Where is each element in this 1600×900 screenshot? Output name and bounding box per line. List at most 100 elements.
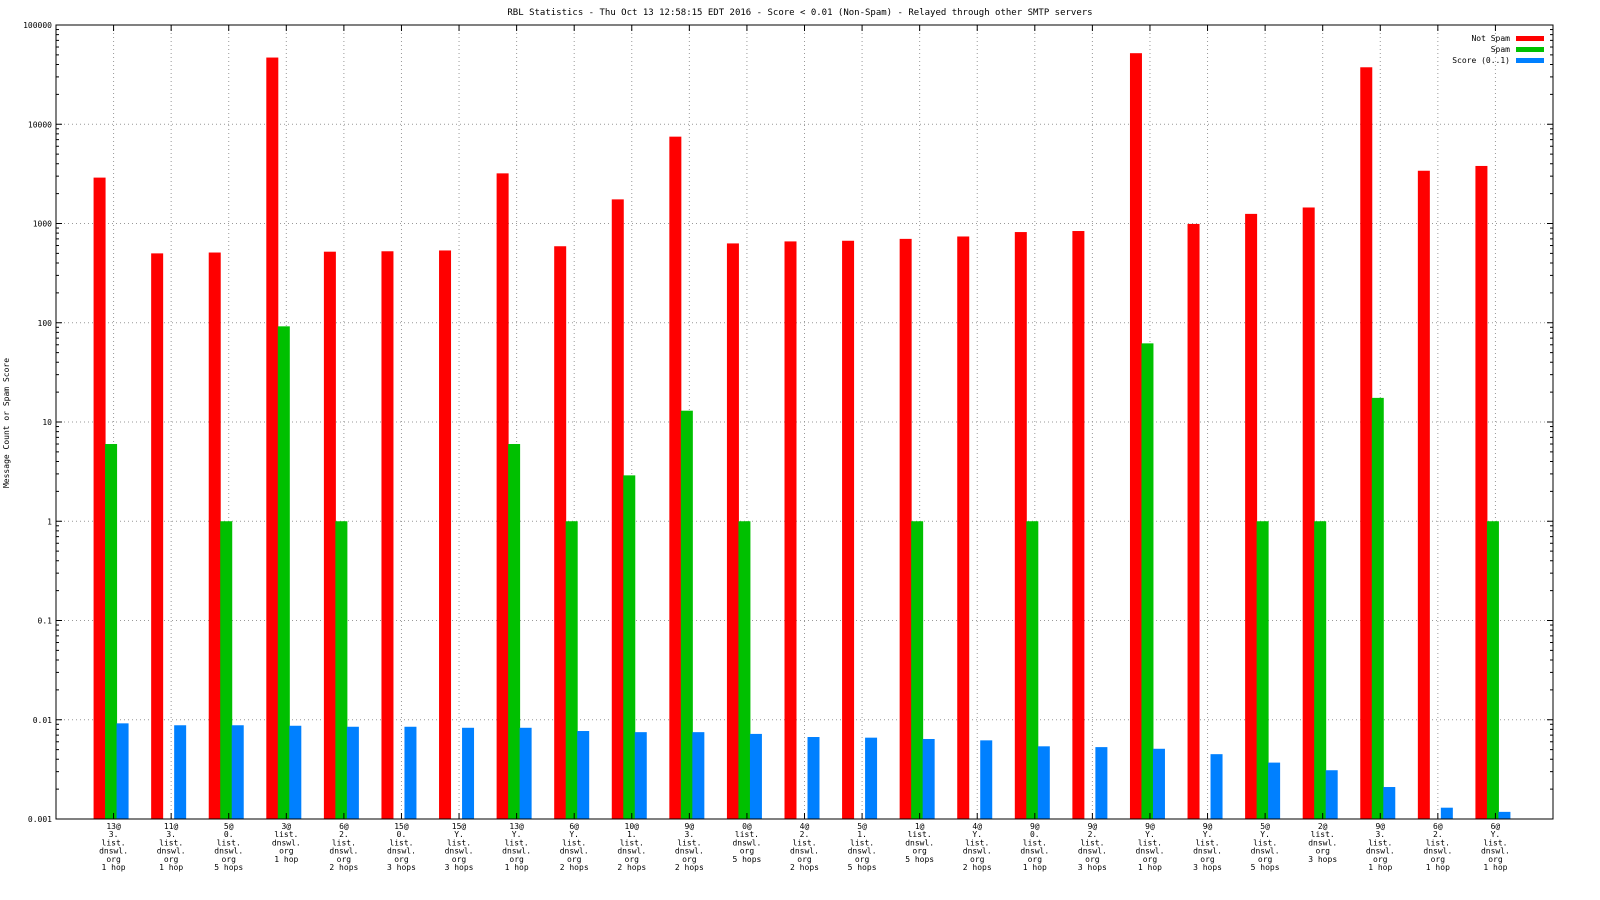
bar-spam [1026, 521, 1039, 819]
x-tick-label: 6@ 2. list. dnswl. org 1 hop [1423, 822, 1452, 872]
x-tick-label-line: 1. [857, 830, 867, 839]
y-tick-label: 1 [47, 517, 52, 526]
bars [93, 53, 1511, 820]
bar-not-spam [439, 250, 452, 820]
x-tick-label-line: org [1315, 847, 1330, 856]
x-tick-label-line: org [912, 847, 927, 856]
x-tick-label-line: Y. [454, 830, 464, 839]
x-tick-label-line: org [1431, 855, 1446, 864]
x-tick-label-line: dnswl. [1136, 847, 1165, 856]
x-tick-label-line: dnswl. [560, 847, 589, 856]
x-tick-label-line: org [797, 855, 812, 864]
x-tick-label-line: list. [102, 838, 126, 847]
x-tick-label-line: list. [1426, 838, 1450, 847]
x-tick-label-line: 4@ [800, 822, 810, 831]
x-tick-label-line: org [1085, 855, 1100, 864]
x-tick-label-line: org [1373, 855, 1388, 864]
x-tick-label-line: 5@ [224, 822, 234, 831]
x-tick-label-line: Y. [1203, 830, 1213, 839]
x-tick-label-line: list. [1023, 838, 1047, 847]
x-tick-label-line: 9@ [1030, 822, 1040, 831]
x-tick-label-line: 2. [800, 830, 810, 839]
x-tick-label-line: dnswl. [1423, 847, 1452, 856]
x-tick-label-line: 3 hops [445, 863, 474, 872]
x-tick-label: 10@ 1. list. dnswl. org 2 hops [617, 822, 646, 872]
x-tick-label-line: 1. [627, 830, 637, 839]
x-tick-label-line: 3. [166, 830, 176, 839]
x-tick-label-line: 13@ [509, 822, 524, 831]
bar-score-0-1 [289, 725, 302, 819]
bar-spam [738, 521, 751, 819]
x-tick-label: 5@ 0. list. dnswl. org 5 hops [214, 822, 243, 872]
y-tick-label: 10000 [28, 120, 52, 129]
x-tick-label-line: 1 hop [159, 863, 183, 872]
bar-score-0-1 [922, 738, 935, 819]
x-tick-label-line: dnswl. [1308, 838, 1337, 847]
y-tick-label: 0.001 [28, 815, 52, 824]
x-tick-label-line: 2. [339, 830, 349, 839]
x-tick-label-line: 2 hops [963, 863, 992, 872]
bar-not-spam [842, 240, 855, 819]
x-tick-label-line: dnswl. [214, 847, 243, 856]
x-tick-label-line: 5 hops [848, 863, 877, 872]
x-tick-label-line: 3. [109, 830, 119, 839]
bar-not-spam [1014, 232, 1027, 820]
bar-not-spam [151, 253, 164, 820]
x-tick-label-line: dnswl. [329, 847, 358, 856]
x-tick-label-line: org [740, 847, 755, 856]
x-tick-label: 11@ 3. list. dnswl. org 1 hop [157, 822, 186, 872]
x-tick-label: 4@ 2. list. dnswl. org 2 hops [790, 822, 819, 872]
bar-spam [911, 521, 924, 819]
x-tick-label-line: 0. [224, 830, 234, 839]
y-axis-label: Message Count or Spam Score [2, 358, 11, 488]
y-tick-label: 100000 [23, 21, 52, 30]
x-tick-label-line: Y. [512, 830, 522, 839]
x-tick-label: 9@ Y. list. dnswl. org 3 hops [1193, 822, 1222, 872]
bar-not-spam [1475, 165, 1488, 819]
legend-label: Not Spam [1471, 34, 1510, 43]
x-tick-label-line: org [855, 855, 870, 864]
x-tick-label-line: org [164, 855, 179, 864]
bar-score-0-1 [116, 723, 129, 819]
bar-spam [1256, 521, 1269, 819]
x-tick-label-line: org [1200, 855, 1215, 864]
bar-score-0-1 [404, 726, 417, 819]
x-tick-label-line: 3. [1375, 830, 1385, 839]
x-tick-label: 6@ Y. list. dnswl. org 2 hops [560, 822, 589, 872]
x-tick-label: 2@ list. dnswl. org 3 hops [1308, 822, 1337, 864]
bar-spam [105, 444, 118, 819]
x-tick-label-line: 1 hop [1138, 863, 1162, 872]
y-tick-label: 0.1 [38, 617, 53, 626]
legend-swatch [1516, 36, 1544, 41]
x-tick-label-line: 3 hops [1078, 863, 1107, 872]
bar-not-spam [496, 173, 509, 819]
bar-score-0-1 [1325, 770, 1338, 819]
x-tick-label-line: 4@ [972, 822, 982, 831]
x-tick-label-line: 5 hops [905, 855, 934, 864]
x-tick-label-line: list. [908, 830, 932, 839]
bar-score-0-1 [1210, 754, 1223, 819]
bar-not-spam [323, 251, 336, 820]
x-tick-label: 6@ Y. list. dnswl. org 1 hop [1481, 822, 1510, 872]
x-tick-label-line: 9@ [1375, 822, 1385, 831]
x-tick-label-line: dnswl. [617, 847, 646, 856]
y-tick-label: 1000 [33, 220, 52, 229]
x-tick-label-line: org [222, 855, 237, 864]
bar-not-spam [1187, 223, 1200, 819]
x-tick-label-line: org [1143, 855, 1158, 864]
x-tick-label: 6@ 2. list. dnswl. org 2 hops [329, 822, 358, 872]
bar-not-spam [1302, 207, 1315, 819]
bar-not-spam [1245, 213, 1258, 819]
x-tick-label-line: dnswl. [963, 847, 992, 856]
bar-not-spam [208, 252, 221, 819]
x-tick-label-line: dnswl. [1481, 847, 1510, 856]
x-tick-label-line: Y. [1491, 830, 1501, 839]
x-tick-label: 9@ Y. list. dnswl. org 1 hop [1136, 822, 1165, 872]
x-tick-label-line: list. [1311, 830, 1335, 839]
legend: Not Spam Spam Score (0..1) [1452, 34, 1544, 65]
x-tick-label-line: 2 hops [790, 863, 819, 872]
x-tick-label-line: 1 hop [1426, 863, 1450, 872]
x-tick-label-line: list. [389, 838, 413, 847]
x-tick-label-line: list. [965, 838, 989, 847]
